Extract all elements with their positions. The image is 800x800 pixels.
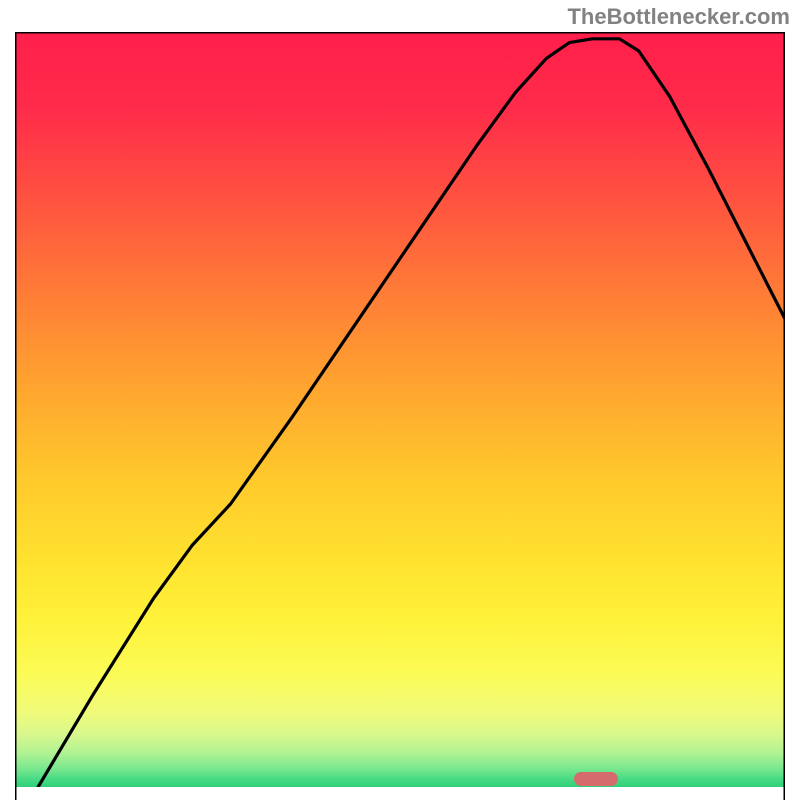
watermark-text: TheBottlenecker.com — [567, 4, 790, 30]
plot-area — [15, 32, 785, 787]
chart-container: TheBottlenecker.com — [0, 0, 800, 800]
curve-line — [15, 32, 785, 787]
optimal-marker — [574, 772, 618, 786]
